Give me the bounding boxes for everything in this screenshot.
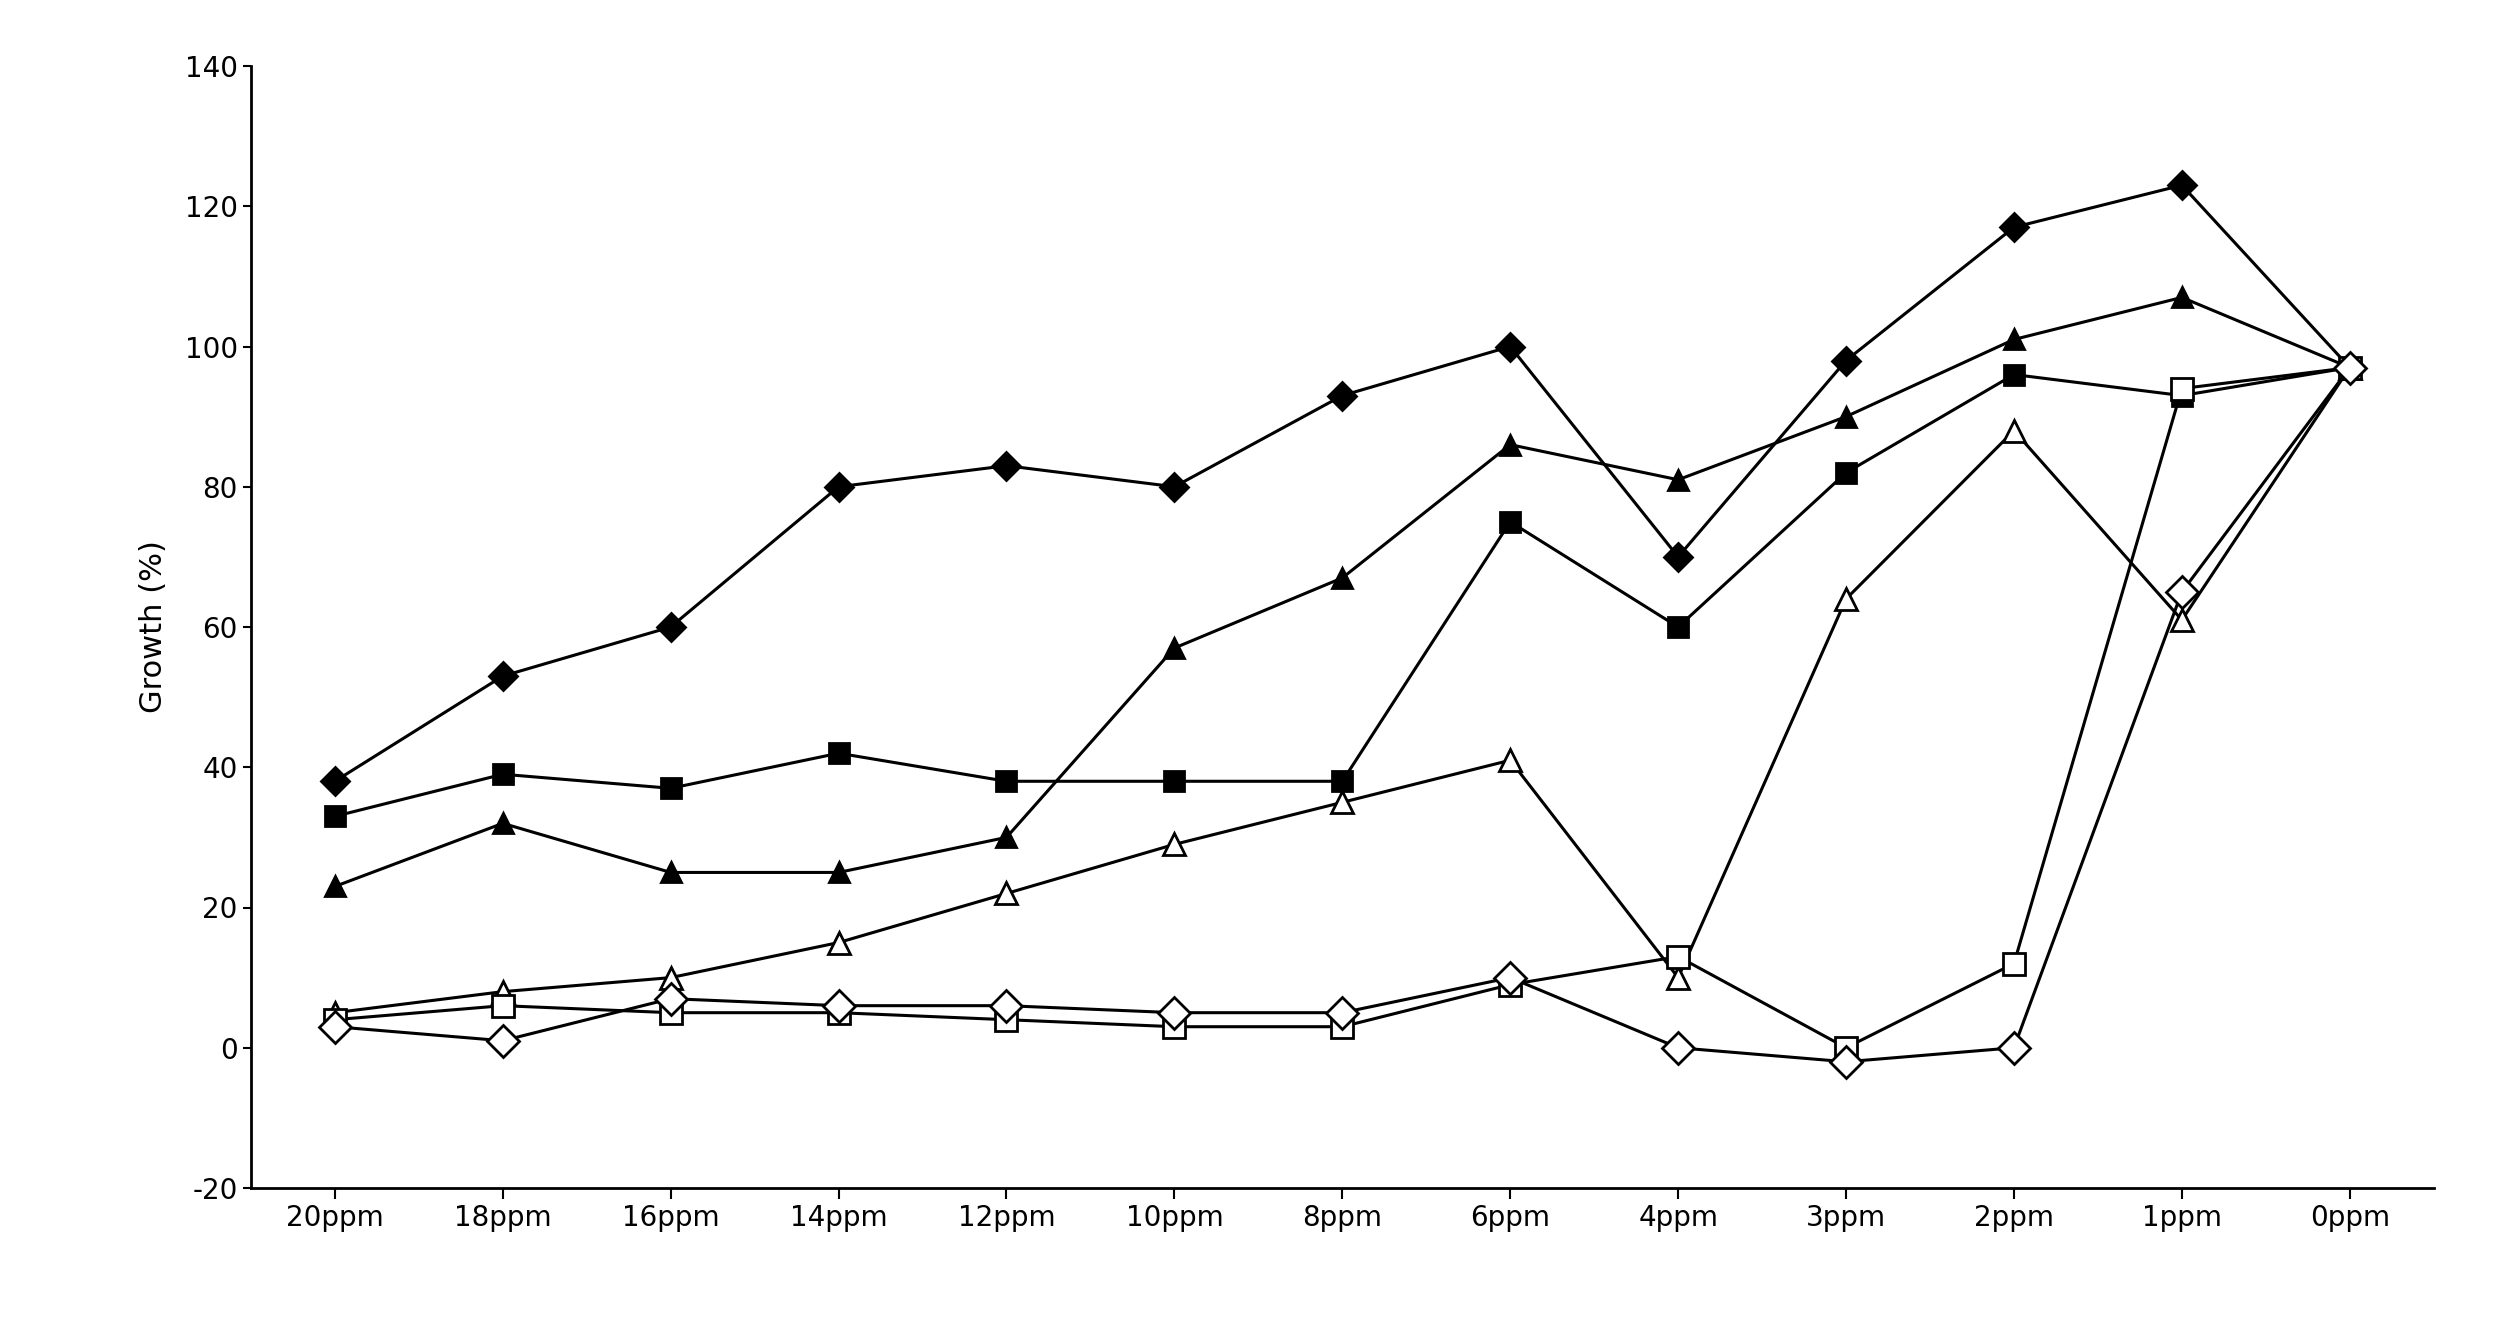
Y-axis label: Growth (%): Growth (%) bbox=[138, 541, 168, 713]
